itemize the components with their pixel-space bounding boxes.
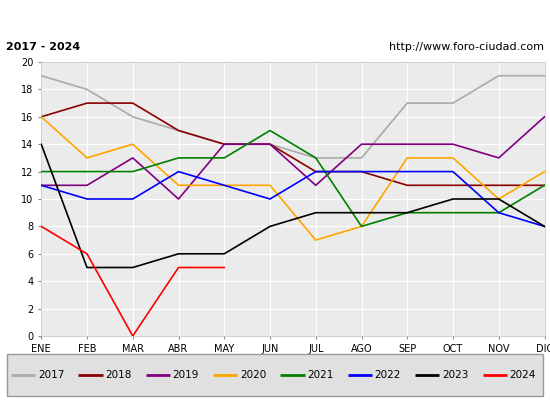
Text: 2020: 2020 xyxy=(240,370,266,380)
Text: 2018: 2018 xyxy=(105,370,131,380)
Text: 2022: 2022 xyxy=(375,370,401,380)
Text: http://www.foro-ciudad.com: http://www.foro-ciudad.com xyxy=(389,42,544,52)
Text: 2021: 2021 xyxy=(307,370,334,380)
Text: 2017: 2017 xyxy=(38,370,64,380)
Text: 2017 - 2024: 2017 - 2024 xyxy=(6,42,80,52)
Text: 2019: 2019 xyxy=(173,370,199,380)
Text: 2024: 2024 xyxy=(509,370,536,380)
FancyBboxPatch shape xyxy=(7,354,543,396)
Text: Evolucion del paro registrado en Vencillón: Evolucion del paro registrado en Vencill… xyxy=(114,10,436,26)
Text: 2023: 2023 xyxy=(442,370,469,380)
